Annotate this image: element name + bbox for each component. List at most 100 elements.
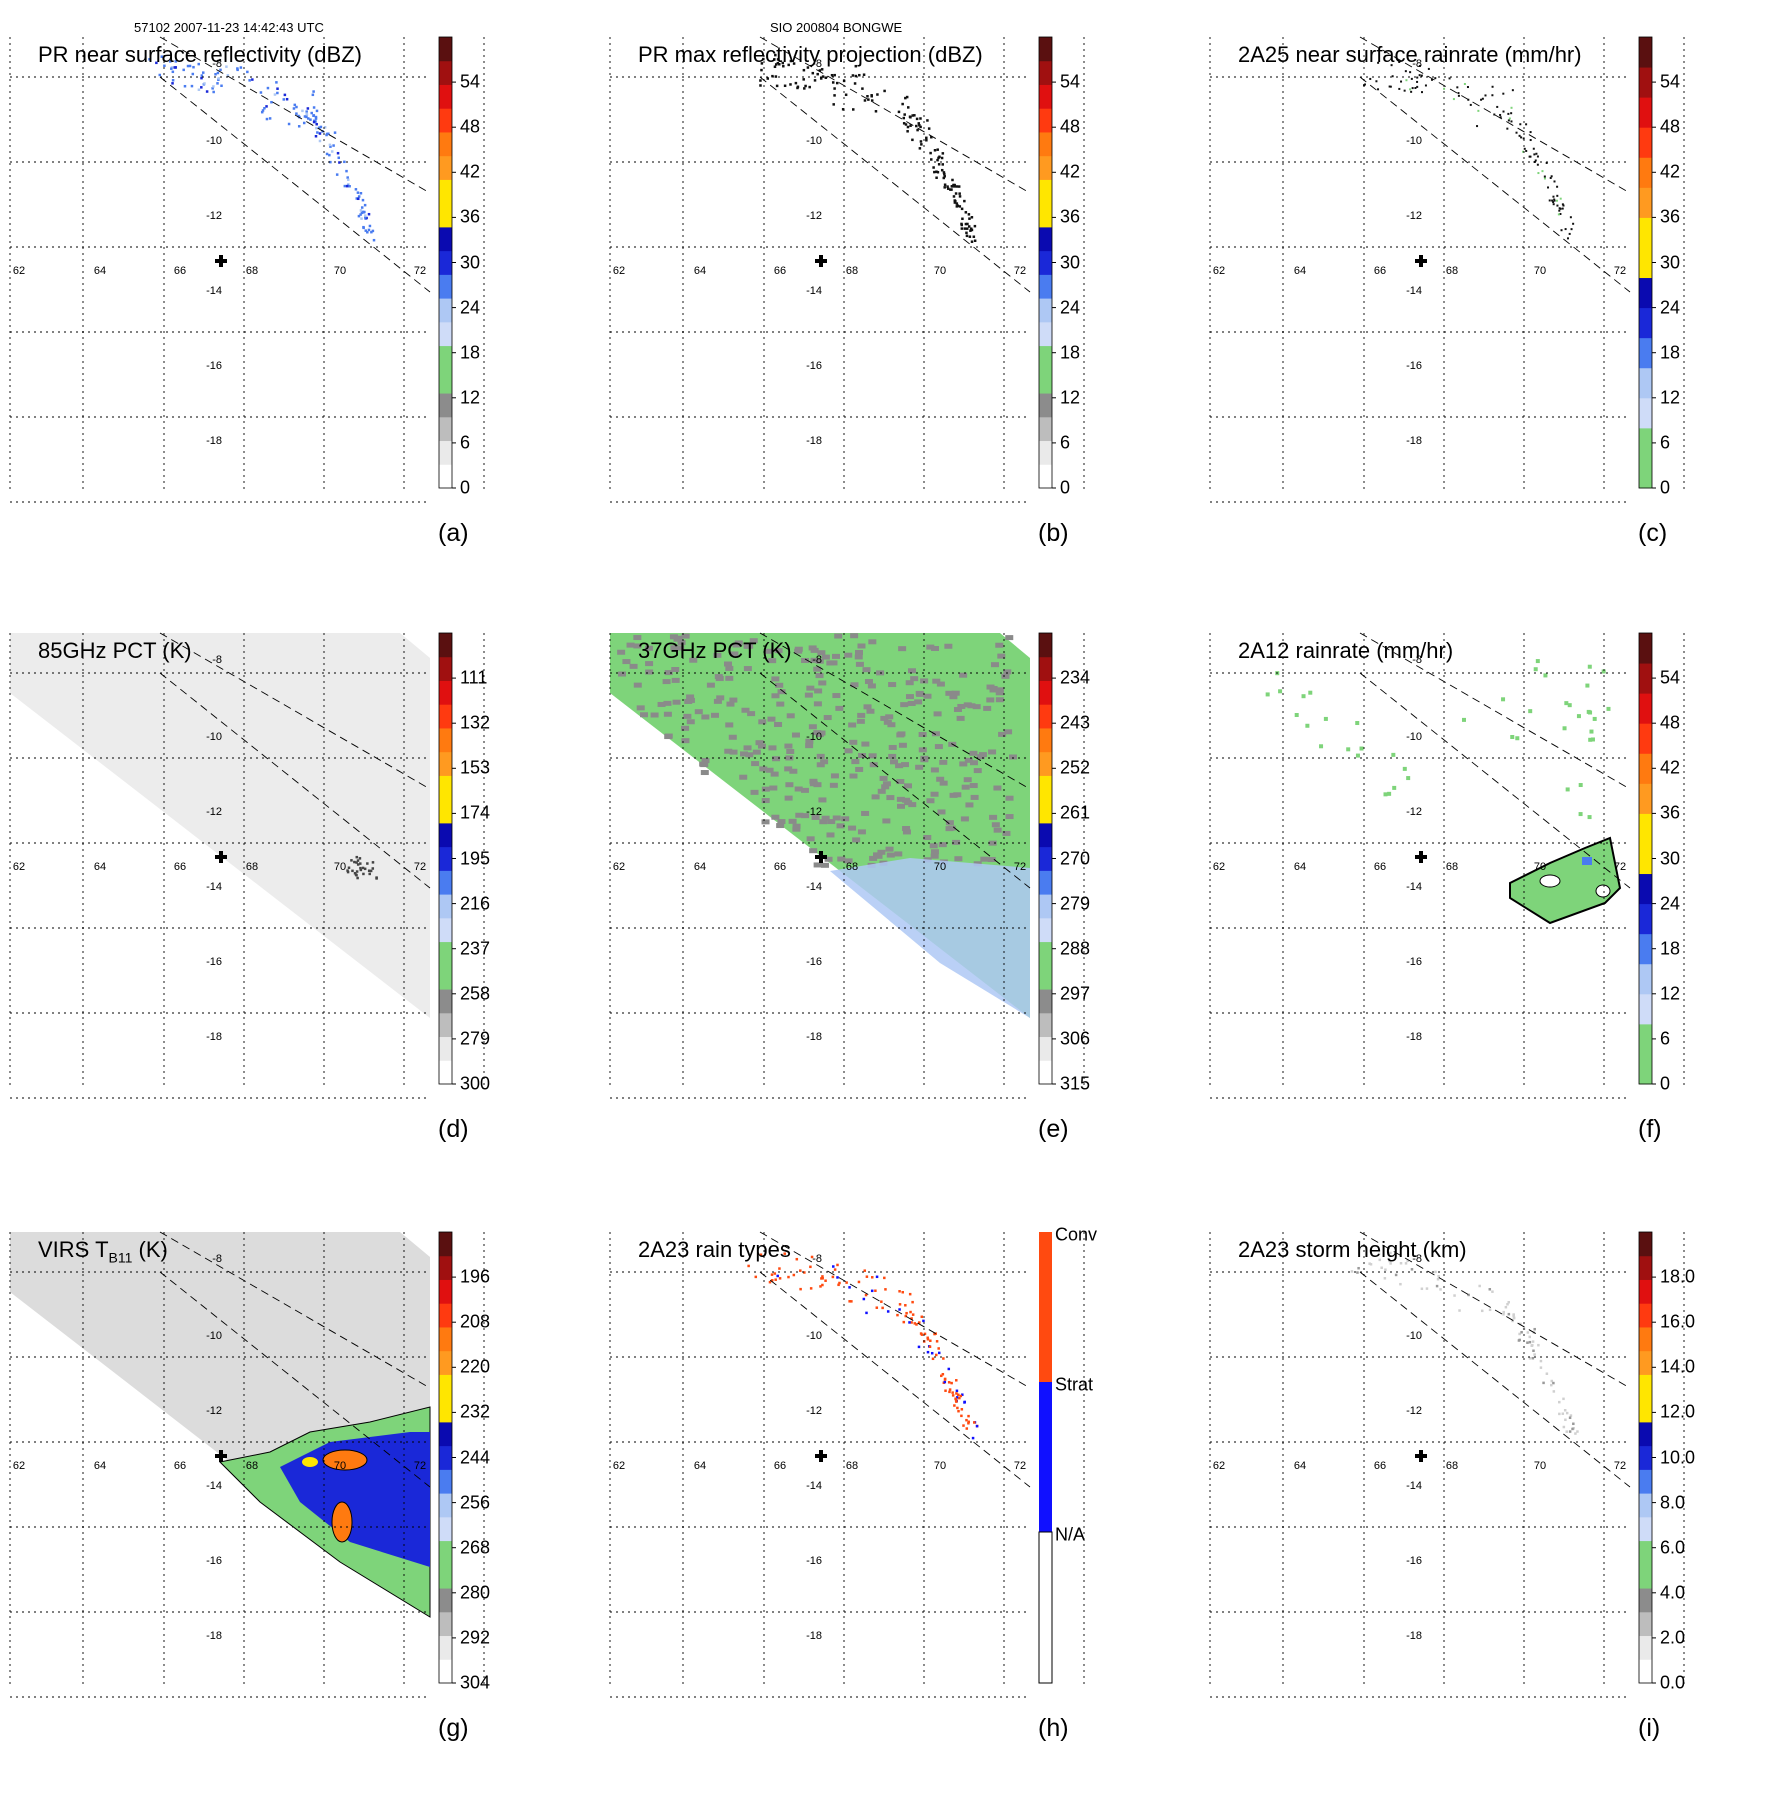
cold-pct-pixel bbox=[346, 870, 350, 874]
panel-title: 2A23 rain types bbox=[638, 1237, 791, 1263]
colorbar-segment bbox=[439, 1255, 452, 1280]
storm-height-pixel bbox=[1420, 1287, 1424, 1291]
colorbar-tick-label: 48 bbox=[1060, 116, 1081, 137]
cold-pct-pixel bbox=[362, 872, 365, 876]
colorbar-segment bbox=[1039, 751, 1052, 776]
colorbar-segment bbox=[1039, 1012, 1052, 1038]
reflectivity-pixel bbox=[347, 178, 350, 182]
warm-pct-pixel bbox=[686, 719, 695, 725]
colorbar-segment bbox=[1039, 155, 1052, 180]
map-canvas: 62 64 66 68 70 72 -8 -10 -12 -14 -16 -18 bbox=[1209, 1231, 1685, 1698]
rain-type-pixel bbox=[821, 1283, 824, 1287]
reflectivity-pixel bbox=[972, 235, 976, 238]
warm-pct-pixel bbox=[930, 645, 939, 651]
warm-pct-pixel bbox=[813, 862, 822, 868]
swath-edge bbox=[159, 76, 431, 293]
warm-pct-pixel bbox=[821, 654, 830, 660]
reflectivity-pixel bbox=[965, 231, 968, 235]
reflectivity-pixel bbox=[833, 73, 836, 77]
colorbar-tick-label: N/A bbox=[1055, 1524, 1086, 1545]
colorbar-segment bbox=[439, 633, 452, 658]
reflectivity-pixel bbox=[969, 229, 972, 232]
storm-center-marker bbox=[815, 1450, 827, 1462]
colorbar-tick-label: 0 bbox=[1060, 477, 1071, 498]
rain-fleck bbox=[1592, 716, 1597, 721]
colorbar-tick-label: 18 bbox=[1660, 342, 1681, 363]
warm-pct-pixel bbox=[826, 832, 835, 838]
warm-pct-pixel bbox=[991, 822, 1000, 828]
colorbar-segment bbox=[1039, 131, 1052, 157]
colorbar-tick-label: 132 bbox=[460, 712, 491, 733]
lon-tick-label: 68 bbox=[846, 861, 858, 873]
reflectivity-pixel bbox=[796, 85, 800, 89]
reflectivity-pixel bbox=[170, 66, 174, 69]
warm-pct-pixel bbox=[969, 750, 978, 756]
warm-pct-pixel bbox=[873, 852, 882, 858]
warm-pct-pixel bbox=[864, 679, 873, 685]
rain-fleck bbox=[1588, 710, 1593, 715]
rainrate-pixel bbox=[1510, 120, 1513, 123]
rain-region bbox=[1509, 836, 1622, 925]
warm-pct-pixel bbox=[771, 693, 780, 699]
lon-tick-label: 68 bbox=[846, 1460, 858, 1472]
panel-title-subscript: B11 bbox=[108, 1249, 133, 1266]
colorbar-segment bbox=[439, 1588, 452, 1613]
colorbar-tick-label: 48 bbox=[1660, 712, 1681, 733]
storm-height-pixel bbox=[1436, 1278, 1440, 1281]
lat-tick-label: -14 bbox=[806, 285, 822, 297]
reflectivity-pixel bbox=[955, 202, 959, 205]
colorbar-tick-label: 36 bbox=[1660, 206, 1681, 227]
reflectivity-pixel bbox=[953, 183, 956, 187]
colorbar-tick-label: 300 bbox=[460, 1073, 491, 1094]
warm-pct-pixel bbox=[810, 657, 819, 663]
rain-fleck bbox=[1528, 709, 1533, 714]
warm-pct-pixel bbox=[713, 652, 722, 658]
lon-tick-label: 70 bbox=[1534, 861, 1546, 873]
warm-pct-pixel bbox=[993, 827, 1002, 833]
lat-tick-label: -12 bbox=[206, 1405, 222, 1417]
reflectivity-pixel bbox=[909, 116, 912, 119]
colorbar-tick-label: 14.0 bbox=[1660, 1356, 1696, 1377]
colorbar-segment bbox=[439, 799, 452, 824]
warm-pct-pixel bbox=[897, 803, 906, 809]
reflectivity-pixel bbox=[901, 102, 904, 106]
colorbar-segment bbox=[1639, 247, 1652, 279]
warm-pct-pixel bbox=[785, 755, 794, 761]
rainrate-pixel bbox=[1536, 163, 1539, 166]
reflectivity-pixel bbox=[851, 74, 855, 77]
rain-type-pixel bbox=[821, 1277, 824, 1280]
warm-pct-pixel bbox=[869, 762, 878, 768]
reflectivity-pixel bbox=[952, 195, 956, 198]
warm-pct-pixel bbox=[774, 721, 783, 727]
reflectivity-pixel bbox=[307, 117, 310, 120]
lon-tick-label: 62 bbox=[13, 265, 25, 277]
colorbar-tick-label: 315 bbox=[1060, 1073, 1091, 1094]
rain-type-pixel bbox=[954, 1397, 957, 1400]
rainrate-pixel bbox=[1552, 195, 1555, 198]
storm-height-pixel bbox=[1368, 1262, 1371, 1265]
reflectivity-pixel bbox=[295, 105, 298, 109]
rain-type-pixel bbox=[967, 1414, 970, 1418]
warm-pct-pixel bbox=[973, 768, 982, 774]
rainrate-pixel bbox=[1529, 139, 1532, 142]
warm-pct-pixel bbox=[969, 783, 978, 789]
reflectivity-pixel bbox=[357, 195, 361, 198]
rainrate-pixel bbox=[1410, 90, 1413, 93]
colorbar-segment bbox=[1639, 1398, 1652, 1423]
lat-tick-label: -8 bbox=[812, 1253, 822, 1265]
warm-pct-pixel bbox=[714, 674, 723, 680]
colorbar-tick-label: 174 bbox=[460, 802, 491, 823]
colorbar-segment bbox=[439, 941, 452, 966]
warm-pct-pixel bbox=[888, 753, 897, 759]
rainrate-pixel bbox=[1560, 229, 1563, 232]
warm-pct-pixel bbox=[713, 698, 722, 704]
lat-tick-label: -10 bbox=[1406, 135, 1422, 147]
colorbar-segment bbox=[439, 321, 452, 347]
lat-tick-label: -8 bbox=[212, 58, 222, 70]
data-field bbox=[759, 53, 977, 243]
warm-pct-pixel bbox=[881, 784, 890, 790]
rain-type-pixel bbox=[954, 1399, 958, 1402]
reflectivity-pixel bbox=[368, 224, 372, 228]
reflectivity-pixel bbox=[217, 77, 220, 80]
storm-height-pixel bbox=[1389, 1262, 1392, 1265]
